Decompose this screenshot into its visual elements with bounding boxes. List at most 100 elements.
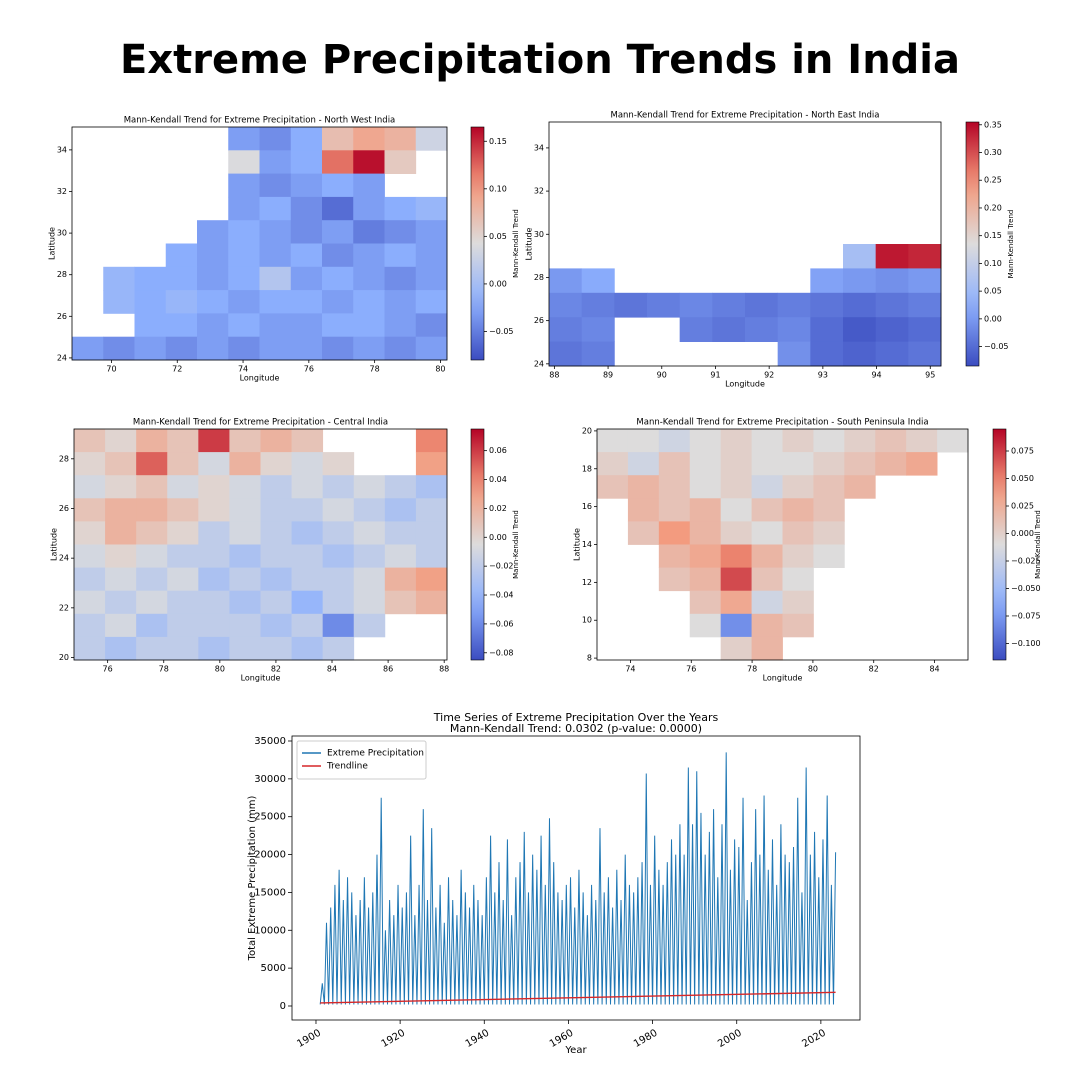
heat-cell: [689, 452, 722, 476]
y-tick-label: 15000: [254, 887, 286, 898]
heat-cell: [689, 498, 722, 522]
colorbar-tick-label: 0.00: [489, 533, 507, 542]
heat-cell: [197, 290, 229, 314]
y-tick-label: 24: [534, 359, 544, 368]
heat-cell: [614, 292, 648, 318]
heat-cell: [658, 544, 691, 568]
colorbar-tick-label: 0.20: [984, 203, 1002, 212]
heat-cell: [581, 268, 615, 294]
heat-cell: [751, 613, 783, 638]
heat-cell: [597, 452, 629, 476]
heat-cell: [290, 266, 323, 291]
x-tick-label: 92: [764, 371, 774, 380]
heat-cell: [689, 567, 722, 592]
heat-cell: [689, 544, 722, 568]
x-tick-label: 1920: [380, 1028, 408, 1050]
heat-cell: [720, 475, 752, 499]
chart-title: Time Series of Extreme Precipitation Ove…: [433, 711, 719, 724]
heat-cell: [384, 243, 417, 268]
heat-cell: [415, 590, 448, 615]
heat-cell: [259, 220, 292, 244]
heat-cell: [228, 150, 260, 174]
heat-cell: [384, 475, 417, 499]
colorbar-label: Mann-Kendall Trend: [1034, 510, 1042, 579]
y-tick-label: 14: [582, 540, 592, 549]
y-axis-label: Latitude: [525, 227, 534, 260]
x-axis-label: Longitude: [240, 374, 280, 383]
colorbar-label: Mann-Kendall Trend: [512, 209, 520, 278]
x-tick-label: 82: [271, 665, 281, 674]
heat-cell: [136, 590, 168, 615]
heat-cell: [353, 266, 385, 291]
heat-cell: [813, 544, 845, 568]
heat-cell: [167, 498, 199, 522]
x-axis-label: Longitude: [241, 674, 281, 683]
heat-cell: [627, 498, 660, 522]
heat-cell: [165, 313, 198, 338]
y-axis-label: Latitude: [573, 528, 582, 561]
heat-cell: [627, 475, 660, 499]
legend-label: Trendline: [326, 762, 368, 772]
heat-cell: [712, 317, 746, 342]
heat-cell: [581, 292, 615, 318]
heat-cell: [105, 567, 137, 592]
heat-cell: [658, 429, 691, 453]
x-tick-label: 72: [172, 365, 182, 374]
heat-cell: [813, 475, 845, 499]
heat-cell: [689, 613, 722, 638]
heat-cell: [260, 613, 292, 638]
y-tick-label: 26: [59, 504, 69, 513]
heat-cell: [549, 292, 583, 318]
heat-cell: [384, 150, 417, 174]
heat-cell: [322, 590, 355, 615]
heat-cell: [720, 613, 752, 638]
heat-cell: [353, 567, 386, 592]
heat-cell: [549, 317, 583, 342]
heat-cell: [751, 544, 783, 568]
heat-cell: [322, 336, 354, 361]
heat-cell: [229, 590, 261, 615]
colorbar-tick-label: 0.05: [984, 287, 1002, 296]
heat-cell: [782, 590, 814, 615]
heat-cell: [581, 317, 615, 342]
heat-cell: [322, 243, 354, 268]
y-tick-label: 18: [582, 464, 592, 473]
heat-cell: [415, 498, 448, 522]
heat-cell: [415, 452, 448, 476]
heat-cell: [228, 336, 260, 361]
heat-cell: [167, 452, 199, 476]
heat-cell: [291, 429, 324, 453]
page-title: Extreme Precipitation Trends in India: [120, 37, 960, 83]
y-tick-label: 25000: [254, 812, 286, 823]
legend-label: Extreme Precipitation: [327, 749, 424, 759]
heat-cell: [72, 336, 104, 361]
heat-cell: [260, 498, 292, 522]
heat-cell: [875, 244, 909, 269]
plot-frame: [71, 126, 448, 361]
heat-cell: [782, 544, 814, 568]
x-tick-label: 86: [383, 665, 393, 674]
heat-cell: [384, 220, 417, 244]
heat-cell: [751, 475, 783, 499]
heat-cell: [74, 429, 106, 453]
heat-cell: [384, 336, 417, 361]
heat-cell: [291, 521, 324, 545]
heat-cell: [679, 292, 713, 318]
heat-cell: [260, 590, 292, 615]
panel-title: Mann-Kendall Trend for Extreme Precipita…: [124, 116, 396, 126]
heat-cell: [875, 268, 909, 294]
heat-cell: [658, 567, 691, 592]
heat-cell: [384, 521, 417, 545]
heat-cell: [105, 452, 137, 476]
heat-cell: [228, 290, 260, 314]
heat-cell: [197, 266, 229, 291]
heat-cell: [198, 498, 230, 522]
heat-cell: [353, 243, 385, 268]
heat-cell: [353, 336, 385, 361]
heat-cell: [260, 636, 292, 661]
x-tick-label: 80: [435, 365, 445, 374]
heat-cell: [843, 317, 877, 342]
heat-cell: [291, 567, 324, 592]
heat-cell: [353, 544, 386, 568]
heat-cell: [229, 567, 261, 592]
